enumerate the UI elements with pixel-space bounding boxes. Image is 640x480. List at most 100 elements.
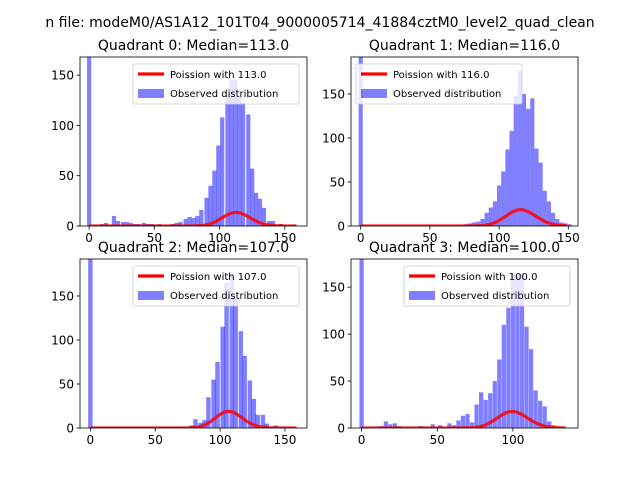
hist-bar	[260, 414, 266, 428]
y-tick-label: 50	[59, 169, 74, 183]
y-tick-label: 150	[51, 289, 74, 303]
x-tick-label: 100	[208, 231, 231, 245]
hist-bar-zero	[88, 259, 93, 428]
legend-box	[132, 63, 300, 105]
hist-bar	[497, 185, 502, 226]
hist-bar	[519, 273, 525, 428]
hist-bar	[547, 421, 552, 428]
hist-bar	[546, 201, 552, 226]
axes-frame	[350, 56, 579, 227]
hist-bar	[542, 190, 547, 226]
hist-bar	[533, 390, 538, 428]
hist-bar	[229, 273, 234, 428]
hist-bar	[472, 222, 477, 226]
plot-content	[359, 259, 566, 428]
hist-bar	[257, 198, 263, 226]
y-tick-label: 150	[51, 69, 74, 83]
hist-bar	[488, 393, 493, 428]
hist-bar	[220, 117, 225, 226]
hist-bar	[206, 397, 211, 428]
legend: Poission with 107.0 Observed distribution	[132, 265, 300, 307]
x-tick-label: 0	[87, 433, 95, 447]
hist-bar	[505, 149, 510, 226]
hist-bar-zero	[87, 57, 92, 226]
hist-bar	[509, 130, 514, 226]
legend-box	[132, 265, 300, 307]
subplots: 0 50 100 150 0 50 100 150 Quadrant 0: Median=113…	[51, 38, 580, 447]
hist-bar	[501, 324, 506, 428]
hist-bar	[233, 80, 238, 226]
axes-frame	[79, 56, 308, 227]
hist-bar	[251, 398, 257, 428]
hist-bar	[250, 168, 255, 226]
hist-bar	[225, 95, 230, 226]
hist-bar-zero	[358, 57, 363, 226]
y-tick-label: 50	[330, 375, 345, 389]
subplot-2: 0 50 100 150 0 50 100 150 Quadrant 2: Median=107…	[51, 240, 308, 447]
hist-bar	[430, 424, 435, 428]
hist-bar	[255, 414, 260, 428]
hist-bar	[447, 423, 452, 428]
x-tick-label: 0	[85, 231, 93, 245]
hist-bar	[237, 95, 242, 226]
hist-bar	[567, 224, 572, 226]
hist-bar	[501, 171, 506, 226]
axes-frame	[350, 258, 579, 429]
hist-bar	[220, 326, 225, 428]
y-tick-label: 50	[330, 175, 345, 189]
hist-bar	[211, 379, 216, 428]
hist-bar	[229, 80, 234, 226]
hist-bar	[517, 71, 522, 226]
hist-bar	[212, 170, 217, 226]
hist-bar-zero	[359, 259, 364, 428]
x-tick-label: 150	[273, 433, 296, 447]
hist-bar	[193, 419, 198, 428]
x-tick-label: 50	[430, 433, 445, 447]
hist-bar	[476, 221, 481, 226]
x-tick-label: 50	[422, 231, 437, 245]
hist-bar	[484, 212, 489, 226]
hist-bar	[178, 221, 183, 226]
hist-bar	[183, 218, 188, 226]
y-tick-label: 150	[322, 87, 345, 101]
legend-box	[403, 265, 571, 307]
hist-bar	[224, 282, 229, 428]
hist-bar	[488, 207, 493, 226]
hist-bar	[124, 221, 130, 226]
hist-bar	[115, 220, 120, 226]
x-tick-label: 150	[273, 231, 296, 245]
figure-suptitle: n file: modeM0/AS1A12_101T04_9000005714_…	[45, 15, 594, 31]
hist-bar	[521, 93, 527, 226]
legend-label-observed: Observed distribution	[170, 89, 278, 100]
hist-bar	[528, 349, 534, 428]
legend-hist-swatch	[138, 89, 164, 98]
hist-bar	[247, 380, 253, 428]
hist-bar	[497, 359, 502, 428]
hist-bar	[261, 207, 267, 226]
hist-bar	[199, 209, 204, 226]
legend-label-poisson: Poission with 113.0	[170, 70, 266, 81]
x-tick-label: 100	[209, 433, 232, 447]
hist-bar	[246, 114, 251, 226]
hist-bar	[483, 399, 488, 428]
hist-bar	[465, 413, 470, 428]
hist-bar	[111, 215, 117, 226]
x-tick-label: 0	[357, 231, 365, 245]
subplot-1: 0 50 100 150 0 50 100 150 Quadrant 1: Median=116…	[322, 38, 580, 245]
hist-bar	[216, 145, 221, 226]
y-tick-label: 50	[59, 377, 74, 391]
plot-content	[88, 259, 297, 428]
hist-bar	[542, 406, 547, 428]
y-tick-label: 100	[51, 119, 74, 133]
hist-bar	[492, 201, 498, 226]
hist-bar	[538, 400, 543, 428]
hist-bar	[524, 326, 529, 428]
subplot-0: 0 50 100 150 0 50 100 150 Quadrant 0: Median=113…	[51, 38, 308, 245]
subplot-title: Quadrant 2: Median=107.0	[98, 240, 289, 256]
subplot-title: Quadrant 1: Median=116.0	[369, 38, 560, 54]
x-tick-label: 100	[488, 231, 511, 245]
hist-bar	[215, 361, 220, 428]
hist-bar	[513, 95, 518, 226]
legend-label-poisson: Poission with 116.0	[393, 70, 489, 81]
